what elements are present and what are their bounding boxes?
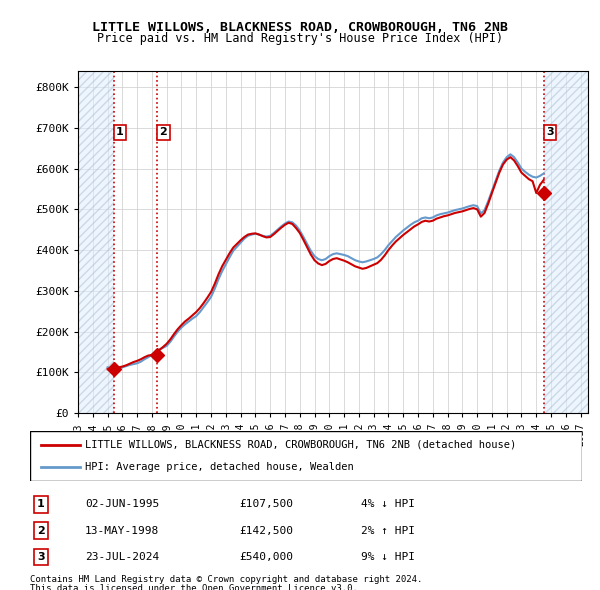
Text: 2: 2	[37, 526, 45, 536]
Text: 1: 1	[116, 127, 124, 137]
Text: 13-MAY-1998: 13-MAY-1998	[85, 526, 160, 536]
Text: 23-JUL-2024: 23-JUL-2024	[85, 552, 160, 562]
Text: 9% ↓ HPI: 9% ↓ HPI	[361, 552, 415, 562]
Text: LITTLE WILLOWS, BLACKNESS ROAD, CROWBOROUGH, TN6 2NB (detached house): LITTLE WILLOWS, BLACKNESS ROAD, CROWBORO…	[85, 440, 517, 450]
Text: HPI: Average price, detached house, Wealden: HPI: Average price, detached house, Weal…	[85, 462, 354, 472]
Text: LITTLE WILLOWS, BLACKNESS ROAD, CROWBOROUGH, TN6 2NB: LITTLE WILLOWS, BLACKNESS ROAD, CROWBORO…	[92, 21, 508, 34]
Text: Contains HM Land Registry data © Crown copyright and database right 2024.: Contains HM Land Registry data © Crown c…	[30, 575, 422, 584]
Text: Price paid vs. HM Land Registry's House Price Index (HPI): Price paid vs. HM Land Registry's House …	[97, 32, 503, 45]
Text: 3: 3	[547, 127, 554, 137]
Text: 1: 1	[37, 499, 45, 509]
Text: 02-JUN-1995: 02-JUN-1995	[85, 499, 160, 509]
Text: 4% ↓ HPI: 4% ↓ HPI	[361, 499, 415, 509]
FancyBboxPatch shape	[30, 431, 582, 481]
Bar	[544, 71, 588, 413]
Bar	[78, 71, 114, 413]
Text: This data is licensed under the Open Government Licence v3.0.: This data is licensed under the Open Gov…	[30, 584, 358, 590]
Text: 2% ↑ HPI: 2% ↑ HPI	[361, 526, 415, 536]
Text: 3: 3	[37, 552, 45, 562]
Text: £540,000: £540,000	[240, 552, 294, 562]
Text: 2: 2	[160, 127, 167, 137]
Text: £107,500: £107,500	[240, 499, 294, 509]
Text: £142,500: £142,500	[240, 526, 294, 536]
